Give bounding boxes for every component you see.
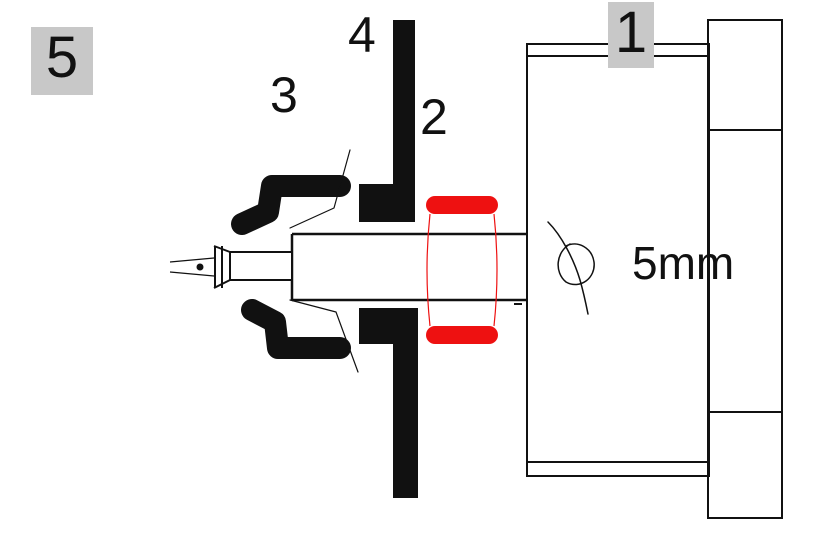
- coupling-part-2: [426, 196, 498, 344]
- dimension-label: 5mm: [632, 237, 735, 289]
- diameter-symbol: [547, 221, 595, 315]
- motor-flange: [707, 19, 783, 519]
- plate-part-4: [359, 20, 418, 498]
- part-label-5: 5: [31, 27, 93, 95]
- shaft: [290, 232, 527, 302]
- part-label-1: 1: [608, 2, 654, 68]
- shaft-end-marks: [514, 233, 522, 305]
- part-label-3: 3: [270, 67, 298, 123]
- part-label-2: 2: [420, 89, 448, 145]
- bracket-part-3: [231, 149, 359, 373]
- pin: [169, 245, 293, 289]
- part-label-4: 4: [348, 7, 376, 63]
